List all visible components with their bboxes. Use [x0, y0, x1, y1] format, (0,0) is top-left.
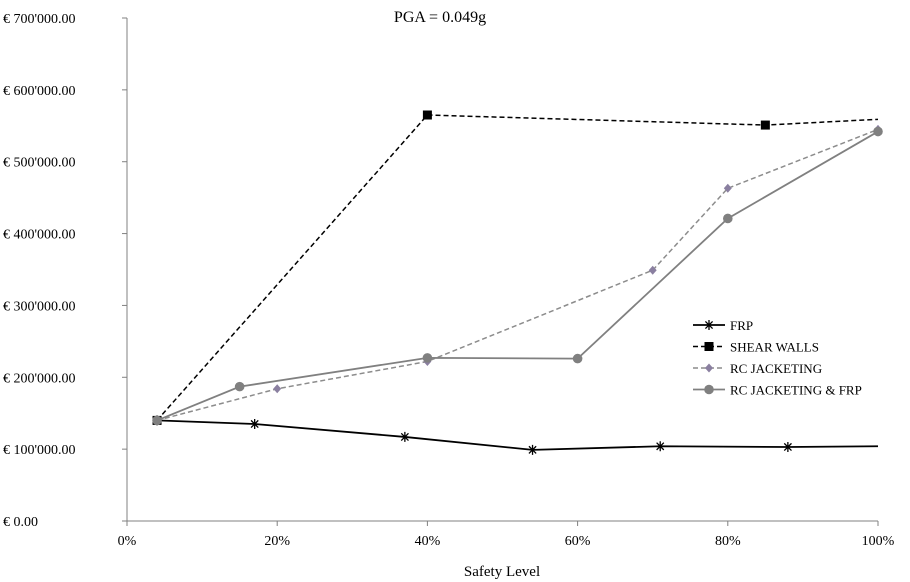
data-point-rc-jacketing-frp: [152, 415, 162, 426]
data-point-rc-jacketing: [723, 183, 732, 193]
y-axis-ticks: € 0.00 € 100'000.00 € 200'000.00 € 300'000.…: [3, 12, 127, 530]
x-tick-label: 0%: [118, 534, 137, 549]
x-tick-label: 20%: [264, 534, 290, 549]
data-point-rc-jacketing-frp: [873, 126, 883, 137]
series-shear-walls: [152, 110, 879, 425]
legend-item-rc-jacketing-frp: RC JACKETING & FRP: [693, 383, 862, 398]
y-tick-label: € 200'000.00: [3, 371, 76, 386]
legend-item-rc-jacketing: RC JACKETING: [693, 361, 822, 376]
data-point-shear-walls: [422, 110, 432, 120]
y-tick-label: € 500'000.00: [3, 156, 76, 171]
legend-item-frp: FRP: [693, 318, 753, 333]
data-point-rc-jacketing: [648, 265, 657, 275]
x-axis-title: Safety Level: [464, 564, 540, 580]
chart-title: PGA = 0.049g: [394, 9, 486, 26]
series-rc-jacketing: [153, 124, 882, 425]
data-point-frp: [656, 441, 665, 452]
series-rc-jacketing-frp: [152, 126, 883, 426]
x-tick-label: 80%: [715, 534, 741, 549]
legend-marker: [704, 384, 714, 395]
data-point-rc-jacketing: [273, 384, 282, 394]
x-tick-label: 40%: [415, 534, 441, 549]
data-point-shear-walls: [760, 120, 770, 130]
legend: FRP SHEAR WALLS RC JACKETING RC JACKETING &…: [693, 318, 862, 398]
x-tick-label: 100%: [862, 534, 895, 549]
legend-label: RC JACKETING: [730, 361, 822, 376]
data-point-frp: [400, 431, 409, 442]
series-frp: [152, 415, 879, 455]
legend-label: SHEAR WALLS: [730, 340, 819, 355]
data-point-rc-jacketing-frp: [422, 353, 433, 363]
series-line-shear-walls: [156, 114, 879, 421]
y-tick-label: € 600'000.00: [3, 84, 76, 99]
x-tick-label: 60%: [565, 534, 591, 549]
series-line-rc-jacketing: [156, 128, 879, 422]
data-point-rc-jacketing-frp: [572, 353, 583, 364]
legend-item-shear-walls: SHEAR WALLS: [693, 340, 819, 355]
legend-marker: [704, 342, 714, 351]
y-tick-label: € 400'000.00: [3, 228, 76, 243]
data-point-frp: [528, 444, 537, 455]
data-point-frp: [783, 441, 792, 452]
y-tick-label: € 100'000.00: [3, 443, 76, 458]
y-tick-label: € 700'000.00: [3, 12, 76, 27]
data-point-rc-jacketing-frp: [723, 213, 733, 224]
series-layer: [152, 110, 883, 455]
legend-label: FRP: [730, 318, 753, 333]
data-point-frp: [250, 418, 259, 429]
legend-label: RC JACKETING & FRP: [730, 383, 862, 398]
y-tick-label: € 300'000.00: [3, 299, 76, 314]
y-tick-label: € 0.00: [3, 515, 38, 530]
series-line-rc-jacketing-frp: [156, 130, 879, 422]
series-line-frp: [157, 419, 879, 451]
legend-marker: [705, 363, 713, 373]
legend-marker: [704, 320, 714, 330]
data-point-rc-jacketing-frp: [234, 381, 245, 392]
x-axis-ticks: 0% 20% 40% 60% 80% 100%: [118, 521, 895, 549]
